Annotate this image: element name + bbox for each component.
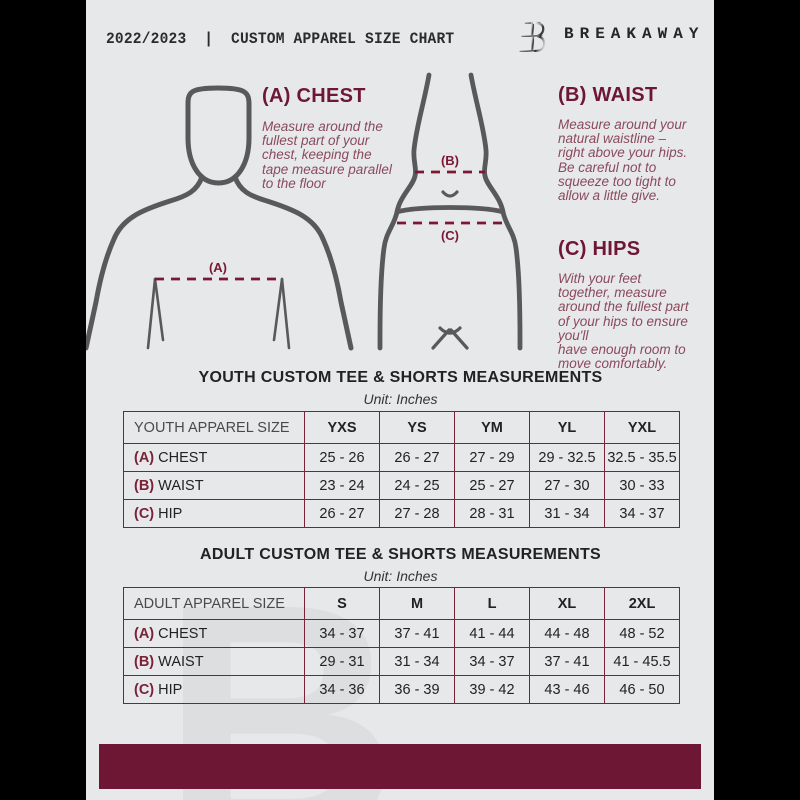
svg-text:(C): (C) [441, 228, 459, 243]
svg-text:(B): (B) [441, 153, 459, 168]
